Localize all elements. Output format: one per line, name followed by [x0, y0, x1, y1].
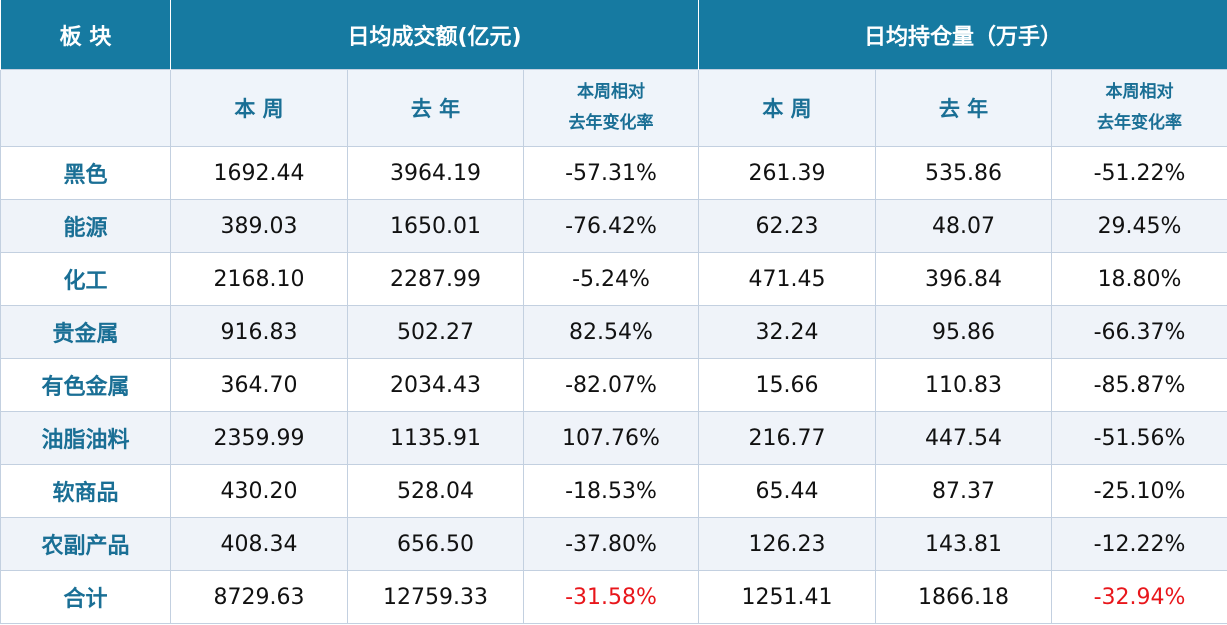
- category-cell: 黑色: [0, 146, 171, 200]
- subheader: 去 年: [875, 69, 1052, 147]
- value-cell: 2287.99: [347, 252, 524, 306]
- category-cell: 合计: [0, 570, 171, 624]
- value-cell: 430.20: [170, 464, 348, 518]
- value-cell: 471.45: [698, 252, 876, 306]
- subheader: 本周相对 去年变化率: [1050, 69, 1227, 147]
- value-cell: -85.87%: [1050, 358, 1227, 412]
- value-cell: 396.84: [875, 252, 1052, 306]
- value-cell: 143.81: [875, 517, 1052, 571]
- value-cell: 389.03: [170, 199, 348, 253]
- subheader: 本 周: [170, 69, 348, 147]
- category-cell: 有色金属: [0, 358, 171, 412]
- value-cell: 29.45%: [1050, 199, 1227, 253]
- value-cell: 48.07: [875, 199, 1052, 253]
- value-cell: -37.80%: [523, 517, 699, 571]
- value-cell: 15.66: [698, 358, 876, 412]
- value-cell: 62.23: [698, 199, 876, 253]
- value-cell: 82.54%: [523, 305, 699, 359]
- value-cell: 12759.33: [347, 570, 524, 624]
- value-cell: 502.27: [347, 305, 524, 359]
- table-row: 贵金属 916.83 502.27 82.54% 32.24 95.86 -66.37%: [0, 305, 1227, 359]
- value-cell: 87.37: [875, 464, 1052, 518]
- subheader: 本 周: [698, 69, 876, 147]
- value-cell: 656.50: [347, 517, 524, 571]
- value-cell: 216.77: [698, 411, 876, 465]
- subheader: 本周相对 去年变化率: [523, 69, 699, 147]
- value-cell: -57.31%: [523, 146, 699, 200]
- value-cell: 1650.01: [347, 199, 524, 253]
- corner-header: 板 块: [0, 0, 171, 70]
- value-cell: -66.37%: [1050, 305, 1227, 359]
- value-cell: 528.04: [347, 464, 524, 518]
- value-cell: 2168.10: [170, 252, 348, 306]
- value-cell: -5.24%: [523, 252, 699, 306]
- value-cell: 1692.44: [170, 146, 348, 200]
- value-cell: 364.70: [170, 358, 348, 412]
- value-cell: 107.76%: [523, 411, 699, 465]
- value-cell: -51.56%: [1050, 411, 1227, 465]
- value-cell: 8729.63: [170, 570, 348, 624]
- value-cell: 65.44: [698, 464, 876, 518]
- value-cell: 447.54: [875, 411, 1052, 465]
- group-header: 日均成交额(亿元): [170, 0, 699, 70]
- value-cell: 1866.18: [875, 570, 1052, 624]
- subheader-row: 本 周去 年本周相对 去年变化率本 周去 年本周相对 去年变化率: [0, 69, 1227, 147]
- value-cell: 126.23: [698, 517, 876, 571]
- table-row: 油脂油料 2359.99 1135.91 107.76% 216.77 447.54 -51…: [0, 411, 1227, 465]
- table-row: 软商品 430.20 528.04 -18.53% 65.44 87.37 -25.10%: [0, 464, 1227, 518]
- category-cell: 贵金属: [0, 305, 171, 359]
- table-row: 有色金属 364.70 2034.43 -82.07% 15.66 110.83 -85.8…: [0, 358, 1227, 412]
- header-row: 板 块 日均成交额(亿元) 日均持仓量（万手）: [0, 0, 1227, 70]
- table-row: 黑色 1692.44 3964.19 -57.31% 261.39 535.86 -51.2…: [0, 146, 1227, 200]
- category-cell: 农副产品: [0, 517, 171, 571]
- empty-cell: [0, 69, 171, 147]
- value-cell: 261.39: [698, 146, 876, 200]
- value-cell: 535.86: [875, 146, 1052, 200]
- table-body: 黑色 1692.44 3964.19 -57.31% 261.39 535.86 -51.2…: [0, 146, 1227, 624]
- table-row: 农副产品 408.34 656.50 -37.80% 126.23 143.81 -12.2…: [0, 517, 1227, 571]
- value-cell: 3964.19: [347, 146, 524, 200]
- value-cell: 32.24: [698, 305, 876, 359]
- value-cell: 110.83: [875, 358, 1052, 412]
- value-cell: -51.22%: [1050, 146, 1227, 200]
- category-cell: 软商品: [0, 464, 171, 518]
- table-row: 合计 8729.63 12759.33 -31.58% 1251.41 1866.18 -3…: [0, 570, 1227, 624]
- value-cell: -32.94%: [1050, 570, 1227, 624]
- value-cell: -31.58%: [523, 570, 699, 624]
- value-cell: 408.34: [170, 517, 348, 571]
- value-cell: 2359.99: [170, 411, 348, 465]
- value-cell: 916.83: [170, 305, 348, 359]
- value-cell: -76.42%: [523, 199, 699, 253]
- value-cell: 95.86: [875, 305, 1052, 359]
- group-header: 日均持仓量（万手）: [697, 0, 1227, 70]
- value-cell: -12.22%: [1050, 517, 1227, 571]
- value-cell: -18.53%: [523, 464, 699, 518]
- category-cell: 化工: [0, 252, 171, 306]
- subheader: 去 年: [347, 69, 524, 147]
- value-cell: 2034.43: [347, 358, 524, 412]
- category-cell: 油脂油料: [0, 411, 171, 465]
- value-cell: 18.80%: [1050, 252, 1227, 306]
- category-cell: 能源: [0, 199, 171, 253]
- table-row: 化工 2168.10 2287.99 -5.24% 471.45 396.84 18.80%: [0, 252, 1227, 306]
- value-cell: 1135.91: [347, 411, 524, 465]
- value-cell: 1251.41: [698, 570, 876, 624]
- value-cell: -82.07%: [523, 358, 699, 412]
- table-row: 能源 389.03 1650.01 -76.42% 62.23 48.07 29.45%: [0, 199, 1227, 253]
- value-cell: -25.10%: [1050, 464, 1227, 518]
